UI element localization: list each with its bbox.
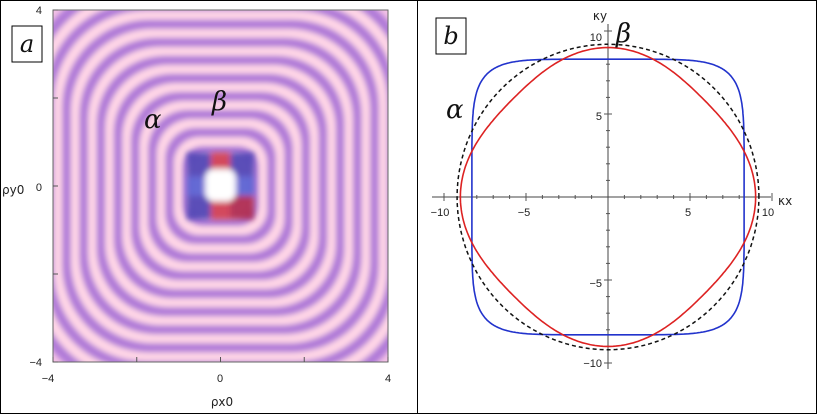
panel-b-tick-y-10: 10: [590, 32, 602, 44]
panel-b-xlabel: κx: [778, 194, 792, 208]
panel-a-ylabel: ρy0: [2, 183, 24, 197]
panel-a-alpha-label: α: [144, 105, 162, 135]
panel-a-heatmap: −4 0 4 4 0 −4 ρx0 ρy0 α β a: [2, 5, 391, 409]
panel-b-tick-x-10: 10: [762, 207, 774, 219]
panel-a-tick-x-mid: 0: [217, 373, 223, 385]
core-phase-patch: [187, 152, 211, 220]
panel-b-tick-y-neg5: −5: [589, 278, 602, 290]
panel-a-ticks: [52, 9, 389, 363]
panel-b-tick-x-neg10: −10: [431, 207, 450, 219]
panel-b-tick-y-neg10: −10: [583, 358, 602, 370]
series-superellipse: [471, 58, 745, 336]
panel-b-ylabel: κy: [593, 9, 607, 23]
core-white-center: [205, 169, 236, 202]
panel-a-label: a: [20, 30, 34, 58]
panel-b-label-box: [435, 17, 467, 55]
panel-a-beta-label: β: [211, 87, 227, 117]
panel-divider: [417, 0, 418, 414]
panel-a-tick-y-bottom: −4: [29, 357, 42, 369]
panel-b-alpha-label: α: [446, 95, 464, 125]
panel-b-tick-x-neg5: −5: [518, 207, 531, 219]
series-circle-dashed: [456, 43, 760, 351]
series-rounded-diamond: [459, 46, 757, 348]
panel-b-label: b: [443, 22, 458, 50]
panel-b-beta-label: β: [615, 19, 631, 49]
panel-b-minor-ticks: [443, 30, 773, 364]
panel-b-tick-y-5: 5: [596, 111, 602, 123]
panel-a-tick-x-left: −4: [42, 373, 55, 385]
panel-a-tick-y-mid: 0: [36, 182, 42, 194]
heatmap-core: [187, 152, 254, 220]
panel-a-xlabel: ρx0: [211, 395, 233, 409]
panel-a-label-box: [11, 25, 43, 63]
heatmap-fringes: [53, 10, 388, 362]
panel-a-tick-x-right: 4: [385, 373, 391, 385]
panel-b-series: [456, 43, 760, 351]
panel-a-tick-y-top: 4: [36, 5, 42, 17]
panel-b-tick-x-5: 5: [685, 207, 691, 219]
